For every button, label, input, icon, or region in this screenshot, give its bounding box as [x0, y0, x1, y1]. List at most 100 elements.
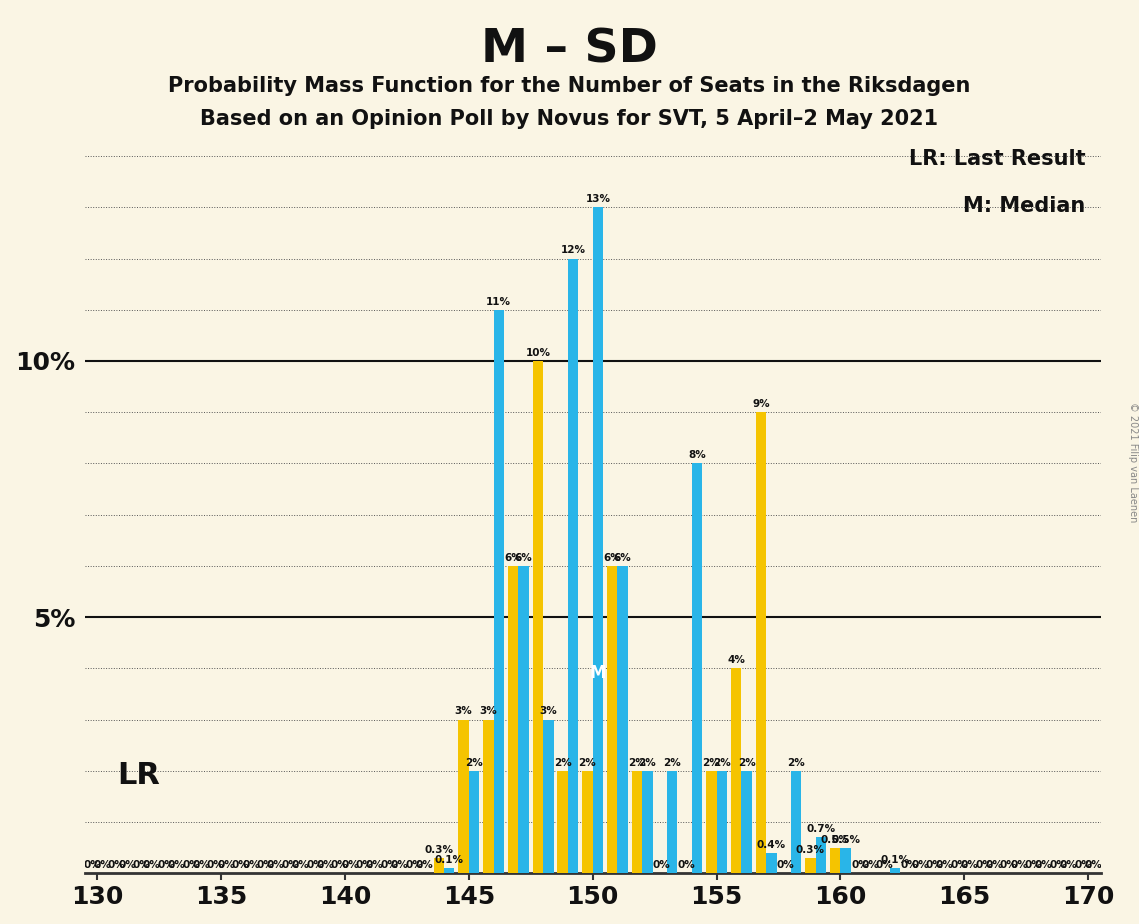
Text: 0%: 0% — [1025, 860, 1042, 870]
Bar — [816, 837, 826, 873]
Bar — [755, 412, 767, 873]
Text: 2%: 2% — [554, 758, 572, 768]
Text: LR: Last Result: LR: Last Result — [909, 149, 1085, 169]
Text: 0%: 0% — [975, 860, 993, 870]
Text: 2%: 2% — [579, 758, 597, 768]
Text: 0.7%: 0.7% — [806, 824, 835, 834]
Text: 0%: 0% — [678, 860, 696, 870]
Bar — [830, 847, 841, 873]
Bar — [508, 565, 518, 873]
Text: 0%: 0% — [157, 860, 175, 870]
Bar — [568, 259, 579, 873]
Text: 9%: 9% — [752, 399, 770, 409]
Text: 0%: 0% — [901, 860, 918, 870]
Text: 2%: 2% — [663, 758, 681, 768]
Text: 0%: 0% — [777, 860, 795, 870]
Bar — [444, 868, 454, 873]
Text: 0%: 0% — [342, 860, 359, 870]
Text: 0.3%: 0.3% — [796, 845, 825, 855]
Text: 0%: 0% — [267, 860, 285, 870]
Bar — [592, 207, 603, 873]
Text: 0%: 0% — [653, 860, 671, 870]
Text: 0%: 0% — [985, 860, 1003, 870]
Text: 0%: 0% — [911, 860, 928, 870]
Text: M: Median: M: Median — [964, 196, 1085, 216]
Text: 2%: 2% — [628, 758, 646, 768]
Text: 0%: 0% — [926, 860, 943, 870]
Bar — [667, 771, 678, 873]
Text: 2%: 2% — [703, 758, 720, 768]
Text: 0.1%: 0.1% — [435, 855, 464, 865]
Text: 0%: 0% — [380, 860, 399, 870]
Text: 0%: 0% — [1000, 860, 1017, 870]
Text: 0%: 0% — [1010, 860, 1029, 870]
Text: 2%: 2% — [465, 758, 483, 768]
Bar — [805, 857, 816, 873]
Text: 0%: 0% — [1059, 860, 1077, 870]
Text: 2%: 2% — [713, 758, 730, 768]
Text: 4%: 4% — [727, 655, 745, 665]
Bar — [642, 771, 653, 873]
Text: M: M — [590, 664, 606, 683]
Text: 0%: 0% — [93, 860, 112, 870]
Text: 0%: 0% — [231, 860, 249, 870]
Bar — [617, 565, 628, 873]
Text: © 2021 Filip van Laenen: © 2021 Filip van Laenen — [1129, 402, 1138, 522]
Bar — [716, 771, 727, 873]
Text: 0%: 0% — [144, 860, 161, 870]
Bar — [582, 771, 592, 873]
Bar — [458, 720, 469, 873]
Bar — [731, 668, 741, 873]
Text: 2%: 2% — [639, 758, 656, 768]
Text: 0%: 0% — [330, 860, 349, 870]
Text: 0%: 0% — [391, 860, 409, 870]
Bar — [890, 868, 901, 873]
Text: 0%: 0% — [83, 860, 100, 870]
Bar — [518, 565, 528, 873]
Text: 3%: 3% — [480, 707, 498, 716]
Text: 0.4%: 0.4% — [756, 840, 786, 850]
Text: M – SD: M – SD — [481, 28, 658, 73]
Text: 0%: 0% — [851, 860, 869, 870]
Bar — [706, 771, 716, 873]
Text: 0.5%: 0.5% — [831, 834, 860, 845]
Bar — [741, 771, 752, 873]
Text: 0%: 0% — [876, 860, 894, 870]
Text: 13%: 13% — [585, 194, 611, 204]
Text: LR: LR — [117, 761, 159, 790]
Text: Probability Mass Function for the Number of Seats in the Riksdagen: Probability Mass Function for the Number… — [169, 76, 970, 96]
Text: 0%: 0% — [416, 860, 433, 870]
Text: 0%: 0% — [256, 860, 274, 870]
Text: 0%: 0% — [950, 860, 968, 870]
Bar — [767, 853, 777, 873]
Text: 0%: 0% — [118, 860, 136, 870]
Bar — [632, 771, 642, 873]
Text: 0%: 0% — [243, 860, 260, 870]
Text: 2%: 2% — [738, 758, 755, 768]
Text: 3%: 3% — [454, 707, 473, 716]
Bar — [841, 847, 851, 873]
Text: 0%: 0% — [405, 860, 423, 870]
Text: 0%: 0% — [960, 860, 978, 870]
Text: Based on an Opinion Poll by Novus for SVT, 5 April–2 May 2021: Based on an Opinion Poll by Novus for SV… — [200, 109, 939, 129]
Bar — [469, 771, 480, 873]
Text: 0%: 0% — [1084, 860, 1103, 870]
Bar — [543, 720, 554, 873]
Text: 0%: 0% — [132, 860, 150, 870]
Text: 6%: 6% — [604, 553, 621, 563]
Text: 0%: 0% — [292, 860, 310, 870]
Text: 0%: 0% — [108, 860, 125, 870]
Bar — [533, 361, 543, 873]
Text: 6%: 6% — [505, 553, 522, 563]
Text: 0.1%: 0.1% — [880, 855, 910, 865]
Text: 0%: 0% — [1074, 860, 1092, 870]
Text: 0%: 0% — [861, 860, 879, 870]
Text: 0%: 0% — [218, 860, 235, 870]
Text: 0%: 0% — [366, 860, 384, 870]
Text: 0.3%: 0.3% — [425, 845, 453, 855]
Text: 0.5%: 0.5% — [821, 834, 850, 845]
Text: 0%: 0% — [936, 860, 953, 870]
Text: 6%: 6% — [614, 553, 631, 563]
Text: 8%: 8% — [688, 450, 706, 460]
Bar — [434, 857, 444, 873]
